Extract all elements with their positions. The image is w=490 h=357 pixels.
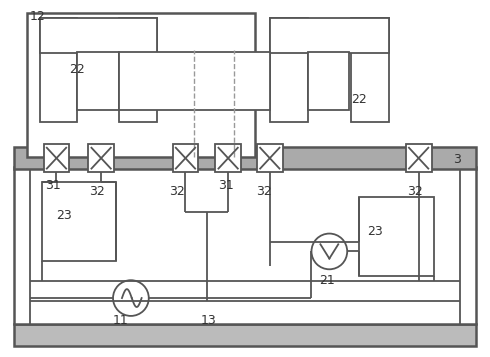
- Text: 31: 31: [46, 179, 61, 192]
- Text: 21: 21: [319, 274, 335, 287]
- Bar: [42, 182, 116, 261]
- Text: 31: 31: [218, 179, 234, 192]
- Text: 32: 32: [89, 185, 105, 198]
- Bar: [88, 144, 114, 172]
- Text: 32: 32: [256, 185, 271, 198]
- Text: 22: 22: [351, 93, 367, 106]
- Text: 32: 32: [407, 185, 422, 198]
- Text: 12: 12: [30, 10, 46, 23]
- Bar: [215, 144, 241, 172]
- Text: 3: 3: [453, 153, 461, 166]
- Text: 23: 23: [56, 209, 72, 222]
- Bar: [119, 52, 270, 110]
- Text: 23: 23: [367, 225, 383, 238]
- Bar: [40, 18, 157, 53]
- Bar: [14, 167, 476, 324]
- Text: 32: 32: [169, 185, 184, 198]
- Bar: [172, 144, 198, 172]
- Bar: [40, 18, 77, 122]
- Text: 11: 11: [113, 314, 129, 327]
- Bar: [270, 18, 389, 53]
- Bar: [257, 144, 283, 172]
- Bar: [351, 18, 389, 122]
- Bar: [14, 324, 476, 346]
- Bar: [359, 197, 434, 276]
- Bar: [27, 13, 255, 157]
- Bar: [406, 144, 432, 172]
- Bar: [270, 18, 308, 122]
- Text: 22: 22: [70, 63, 85, 76]
- Bar: [77, 52, 119, 110]
- Bar: [14, 147, 476, 169]
- Bar: [308, 52, 349, 110]
- Bar: [119, 18, 157, 122]
- Text: 13: 13: [200, 314, 216, 327]
- Bar: [44, 144, 70, 172]
